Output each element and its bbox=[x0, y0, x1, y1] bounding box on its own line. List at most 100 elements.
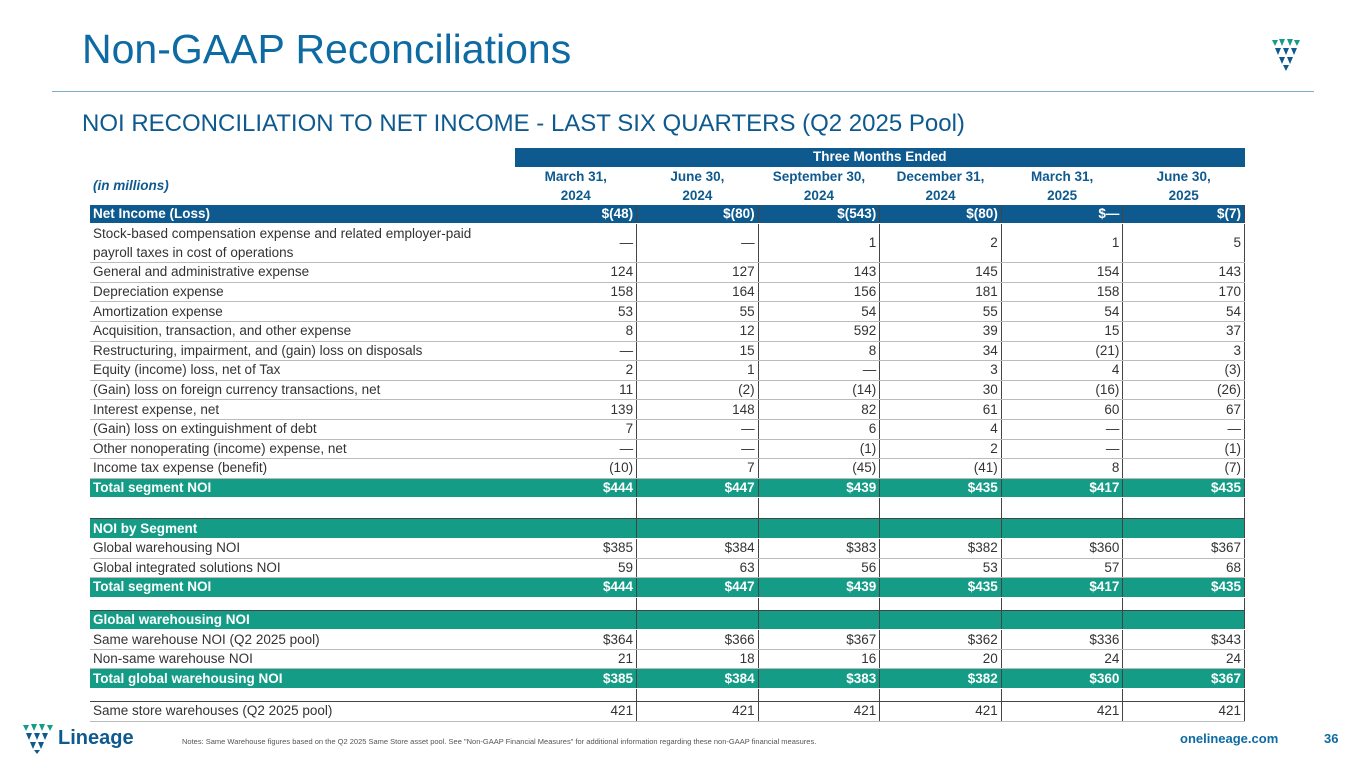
spacer-cell bbox=[758, 597, 881, 611]
empty-cell bbox=[879, 610, 1002, 631]
cell-value: 63 bbox=[636, 558, 759, 579]
noi-table: Three Months Ended (in millions) March 3… bbox=[90, 148, 1245, 722]
cell-value: $382 bbox=[879, 668, 1002, 690]
cell-value: (45) bbox=[758, 458, 881, 479]
cell-value: 56 bbox=[758, 558, 881, 579]
empty-cell bbox=[515, 518, 638, 539]
cell-value: $444 bbox=[515, 577, 638, 598]
table-row: NOI by Segment bbox=[90, 518, 1245, 539]
spacer-cell bbox=[879, 688, 1002, 703]
cell-value: $444 bbox=[515, 478, 638, 499]
spacer-cell bbox=[1122, 597, 1245, 611]
cell-value: — bbox=[1001, 419, 1124, 440]
column-header-line: June 30, bbox=[670, 168, 725, 184]
cell-value: $447 bbox=[636, 478, 759, 499]
cell-value: 4 bbox=[879, 419, 1002, 440]
cell-value: $343 bbox=[1122, 629, 1245, 650]
table-row: (Gain) loss on foreign currency transact… bbox=[90, 380, 1245, 401]
cell-value: 30 bbox=[879, 380, 1002, 401]
cell-value: 53 bbox=[879, 558, 1002, 579]
cell-value: (2) bbox=[636, 380, 759, 401]
empty-cell bbox=[515, 610, 638, 631]
cell-value: 4 bbox=[1001, 360, 1124, 381]
cell-value: $417 bbox=[1001, 478, 1124, 499]
cell-value: 6 bbox=[758, 419, 881, 440]
cell-value: 1 bbox=[1001, 223, 1124, 264]
column-header-line: December 31, bbox=[896, 168, 985, 184]
cell-value: $384 bbox=[636, 538, 759, 559]
table-body: Three Months Ended (in millions) March 3… bbox=[90, 148, 1245, 722]
cell-value: $336 bbox=[1001, 629, 1124, 650]
cell-value: 54 bbox=[1122, 301, 1245, 322]
row-label: Same store warehouses (Q2 2025 pool) bbox=[90, 701, 515, 722]
cell-value: 421 bbox=[1001, 701, 1124, 722]
cell-value: 21 bbox=[515, 649, 638, 670]
cell-value: $— bbox=[1001, 204, 1124, 225]
cell-value: — bbox=[636, 439, 759, 460]
table-row: Income tax expense (benefit) (10) 7 (45) (41… bbox=[90, 458, 1245, 479]
cell-value: $439 bbox=[758, 577, 881, 598]
column-header-line: 2025 bbox=[1168, 187, 1199, 203]
row-label: (Gain) loss on foreign currency transact… bbox=[90, 380, 515, 401]
title: Non-GAAP Reconciliations bbox=[82, 26, 572, 72]
column-header: June 30, 2025 bbox=[1123, 167, 1245, 205]
cell-value: $366 bbox=[636, 629, 759, 650]
spacer-row bbox=[90, 688, 1245, 703]
cell-value: 82 bbox=[758, 399, 881, 420]
empty-cell bbox=[1122, 518, 1245, 539]
table-row: Acquisition, transaction, and other expe… bbox=[90, 321, 1245, 342]
empty-cell bbox=[879, 518, 1002, 539]
table-row: Total global warehousing NOI $385 $384 $383… bbox=[90, 668, 1245, 690]
row-label: Same warehouse NOI (Q2 2025 pool) bbox=[90, 629, 515, 650]
cell-value: 158 bbox=[515, 282, 638, 303]
cell-value: 61 bbox=[879, 399, 1002, 420]
table-row: Global warehousing NOI bbox=[90, 610, 1245, 631]
cell-value: (1) bbox=[758, 439, 881, 460]
cell-value: $(7) bbox=[1122, 204, 1245, 225]
cell-value: 12 bbox=[636, 321, 759, 342]
cell-value: — bbox=[515, 439, 638, 460]
table-row: Non-same warehouse NOI 21 18 16 20 24 24 bbox=[90, 649, 1245, 670]
empty-cell bbox=[636, 518, 759, 539]
cell-value: 37 bbox=[1122, 321, 1245, 342]
cell-value: 181 bbox=[879, 282, 1002, 303]
cell-value: (16) bbox=[1001, 380, 1124, 401]
website: onelineage.com bbox=[1180, 731, 1279, 746]
cell-value: 7 bbox=[515, 419, 638, 440]
table-row: Restructuring, impairment, and (gain) lo… bbox=[90, 341, 1245, 362]
cell-value: $367 bbox=[1122, 538, 1245, 559]
table-row: Net Income (Loss) $(48) $(80) $(543) $(80) $—… bbox=[90, 204, 1245, 225]
column-header-row: (in millions) March 31, 2024 June 30, 2024 S… bbox=[90, 167, 1245, 205]
table-row: Amortization expense 53 55 54 55 54 54 bbox=[90, 301, 1245, 322]
cell-value: 8 bbox=[515, 321, 638, 342]
cell-value: 421 bbox=[758, 701, 881, 722]
cell-value: 59 bbox=[515, 558, 638, 579]
column-header-line: June 30, bbox=[1156, 168, 1211, 184]
cell-value: — bbox=[758, 360, 881, 381]
cell-value: — bbox=[636, 223, 759, 264]
cell-value: 139 bbox=[515, 399, 638, 420]
cell-value: 11 bbox=[515, 380, 638, 401]
row-label: (Gain) loss on extinguishment of debt bbox=[90, 419, 515, 440]
empty-cell bbox=[1122, 610, 1245, 631]
cell-value: 20 bbox=[879, 649, 1002, 670]
table-row: Other nonoperating (income) expense, net… bbox=[90, 439, 1245, 460]
table-row: Depreciation expense 158 164 156 181 158 170 bbox=[90, 282, 1245, 303]
column-header-line: 2024 bbox=[803, 187, 834, 203]
group-header: Three Months Ended bbox=[515, 148, 1245, 167]
cell-value: 16 bbox=[758, 649, 881, 670]
cell-value: $(80) bbox=[879, 204, 1002, 225]
cell-value: 148 bbox=[636, 399, 759, 420]
spacer-cell bbox=[636, 497, 759, 520]
empty-cell bbox=[1001, 610, 1124, 631]
row-label: Other nonoperating (income) expense, net bbox=[90, 439, 515, 460]
table-row: Total segment NOI $444 $447 $439 $435 $417 $43… bbox=[90, 577, 1245, 598]
cell-value: $383 bbox=[758, 668, 881, 690]
cell-value: 55 bbox=[879, 301, 1002, 322]
table-row: Same warehouse NOI (Q2 2025 pool) $364 $36… bbox=[90, 629, 1245, 650]
spacer-cell bbox=[515, 688, 638, 703]
cell-value: $(543) bbox=[758, 204, 881, 225]
cell-value: $(48) bbox=[515, 204, 638, 225]
cell-value: 124 bbox=[515, 262, 638, 283]
cell-value: $367 bbox=[1122, 668, 1245, 690]
